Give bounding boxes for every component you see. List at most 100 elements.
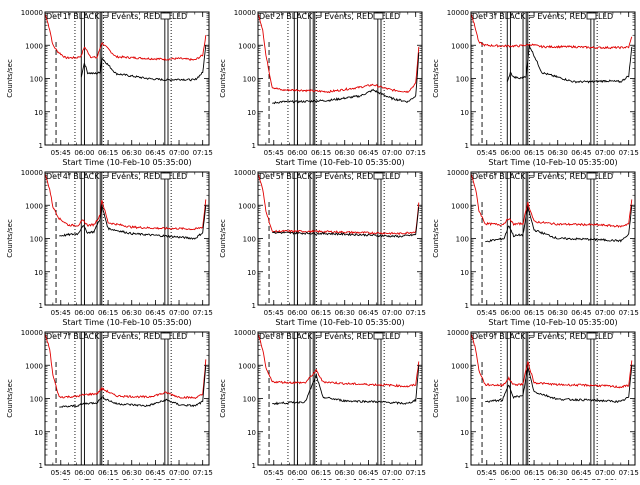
x-tick-label: 06:15 bbox=[524, 309, 544, 317]
x-tick-label: 07:15 bbox=[406, 309, 426, 317]
x-tick-label: 05:45 bbox=[51, 469, 71, 477]
events-series-line bbox=[272, 52, 420, 105]
panel-title: Det 4f BLACK = Events, RED = LLD bbox=[46, 172, 187, 181]
x-tick-label: 06:30 bbox=[335, 309, 355, 317]
x-tick-label: 06:30 bbox=[548, 309, 568, 317]
x-tick-label: 06:45 bbox=[358, 469, 378, 477]
x-tick-label: 06:00 bbox=[74, 149, 94, 157]
y-tick-label: 10000 bbox=[234, 9, 256, 17]
events-series-line bbox=[485, 205, 633, 243]
y-axis-label: Counts/sec bbox=[432, 379, 440, 418]
plot-frame bbox=[470, 11, 636, 146]
plot-frame bbox=[44, 11, 210, 146]
y-tick-label: 10 bbox=[34, 429, 43, 437]
events-series-line bbox=[80, 45, 207, 82]
y-tick-label: 1 bbox=[39, 142, 43, 150]
lld-series-line bbox=[470, 333, 633, 389]
x-tick-label: 06:45 bbox=[358, 149, 378, 157]
x-tick-label: 06:00 bbox=[500, 149, 520, 157]
panel-title: Det 1f BLACK = Events, RED = LLD bbox=[46, 12, 187, 21]
panel-title: Det 8f BLACK = Events, RED = LLD bbox=[259, 332, 400, 341]
x-tick-label: 07:00 bbox=[595, 149, 615, 157]
y-tick-label: 10000 bbox=[21, 329, 43, 337]
x-tick-label: 07:00 bbox=[169, 469, 189, 477]
corner-box bbox=[586, 332, 597, 340]
x-tick-label: 06:30 bbox=[122, 309, 142, 317]
lld-series-line bbox=[470, 13, 633, 50]
x-tick-label: 06:15 bbox=[524, 149, 544, 157]
y-axis-label: Counts/sec bbox=[219, 59, 227, 98]
corner-box bbox=[586, 172, 597, 180]
y-axis-label: Counts/sec bbox=[6, 59, 14, 98]
y-tick-label: 1 bbox=[252, 142, 256, 150]
y-tick-label: 10000 bbox=[234, 329, 256, 337]
x-tick-label: 05:45 bbox=[264, 309, 284, 317]
x-tick-label: 06:45 bbox=[358, 309, 378, 317]
y-tick-label: 1000 bbox=[451, 362, 469, 370]
panel-8: Det 8f BLACK = Events, RED = LLD Counts/s… bbox=[219, 329, 426, 485]
x-tick-label: 05:45 bbox=[477, 309, 497, 317]
lld-series-line bbox=[44, 333, 207, 400]
y-axis-label: Counts/sec bbox=[219, 379, 227, 418]
x-tick-label: 07:00 bbox=[382, 309, 402, 317]
y-tick-label: 1000 bbox=[238, 202, 256, 210]
y-tick-label: 10 bbox=[460, 269, 469, 277]
x-axis-label: Start Time (10-Feb-10 05:35:00) bbox=[62, 158, 191, 167]
y-tick-label: 1000 bbox=[451, 42, 469, 50]
x-tick-label: 06:00 bbox=[287, 149, 307, 157]
x-axis-label: Start Time (10-Feb-10 05:35:00) bbox=[62, 318, 191, 327]
x-tick-label: 05:45 bbox=[264, 149, 284, 157]
lld-series-line bbox=[257, 173, 420, 236]
events-series-line bbox=[59, 204, 207, 240]
y-tick-label: 10 bbox=[247, 269, 256, 277]
y-tick-label: 1 bbox=[252, 302, 256, 310]
y-tick-label: 10 bbox=[460, 109, 469, 117]
x-tick-label: 07:00 bbox=[169, 309, 189, 317]
x-tick-label: 07:00 bbox=[169, 149, 189, 157]
x-tick-label: 06:15 bbox=[98, 469, 118, 477]
y-axis-label: Counts/sec bbox=[6, 379, 14, 418]
y-tick-label: 1 bbox=[465, 462, 469, 470]
y-tick-label: 1000 bbox=[451, 202, 469, 210]
panel-2: Det 2f BLACK = Events, RED = LLD Counts/s… bbox=[219, 9, 426, 167]
y-axis-label: Counts/sec bbox=[6, 219, 14, 258]
lld-series-line bbox=[257, 333, 420, 388]
x-axis-label: Start Time (10-Feb-10 05:35:00) bbox=[488, 158, 617, 167]
x-tick-label: 07:15 bbox=[406, 469, 426, 477]
x-tick-label: 07:00 bbox=[595, 469, 615, 477]
panel-1: Det 1f BLACK = Events, RED = LLD Counts/s… bbox=[6, 9, 213, 167]
corner-box bbox=[160, 12, 171, 20]
events-series-line bbox=[485, 365, 633, 403]
x-tick-label: 06:45 bbox=[145, 309, 165, 317]
y-tick-label: 1000 bbox=[238, 362, 256, 370]
plot-frame bbox=[257, 11, 423, 146]
x-tick-label: 06:45 bbox=[571, 309, 591, 317]
y-tick-label: 10 bbox=[34, 269, 43, 277]
y-tick-label: 1 bbox=[465, 142, 469, 150]
corner-box bbox=[373, 172, 384, 180]
y-tick-label: 100 bbox=[243, 396, 256, 404]
x-tick-label: 06:30 bbox=[335, 149, 355, 157]
y-tick-label: 10 bbox=[460, 429, 469, 437]
y-tick-label: 100 bbox=[30, 396, 43, 404]
y-tick-label: 10000 bbox=[21, 9, 43, 17]
x-tick-label: 06:45 bbox=[571, 149, 591, 157]
lld-series-line bbox=[470, 173, 633, 229]
x-tick-label: 06:15 bbox=[311, 309, 331, 317]
panel-9: Det 9f BLACK = Events, RED = LLD Counts/s… bbox=[432, 329, 639, 485]
x-tick-label: 07:15 bbox=[193, 309, 213, 317]
panel-title: Det 9f BLACK = Events, RED = LLD bbox=[472, 332, 613, 341]
panel-7: Det 7f BLACK = Events, RED = LLD Counts/s… bbox=[6, 329, 213, 485]
y-tick-label: 10000 bbox=[234, 169, 256, 177]
x-tick-label: 07:00 bbox=[382, 469, 402, 477]
panel-6: Det 6f BLACK = Events, RED = LLD Counts/s… bbox=[432, 169, 639, 327]
panel-title: Det 5f BLACK = Events, RED = LLD bbox=[259, 172, 400, 181]
x-tick-label: 06:15 bbox=[98, 149, 118, 157]
lld-series-line bbox=[44, 173, 207, 231]
y-tick-label: 100 bbox=[456, 236, 469, 244]
x-tick-label: 07:15 bbox=[406, 149, 426, 157]
y-axis-label: Counts/sec bbox=[432, 59, 440, 98]
lld-series-line bbox=[44, 13, 207, 62]
